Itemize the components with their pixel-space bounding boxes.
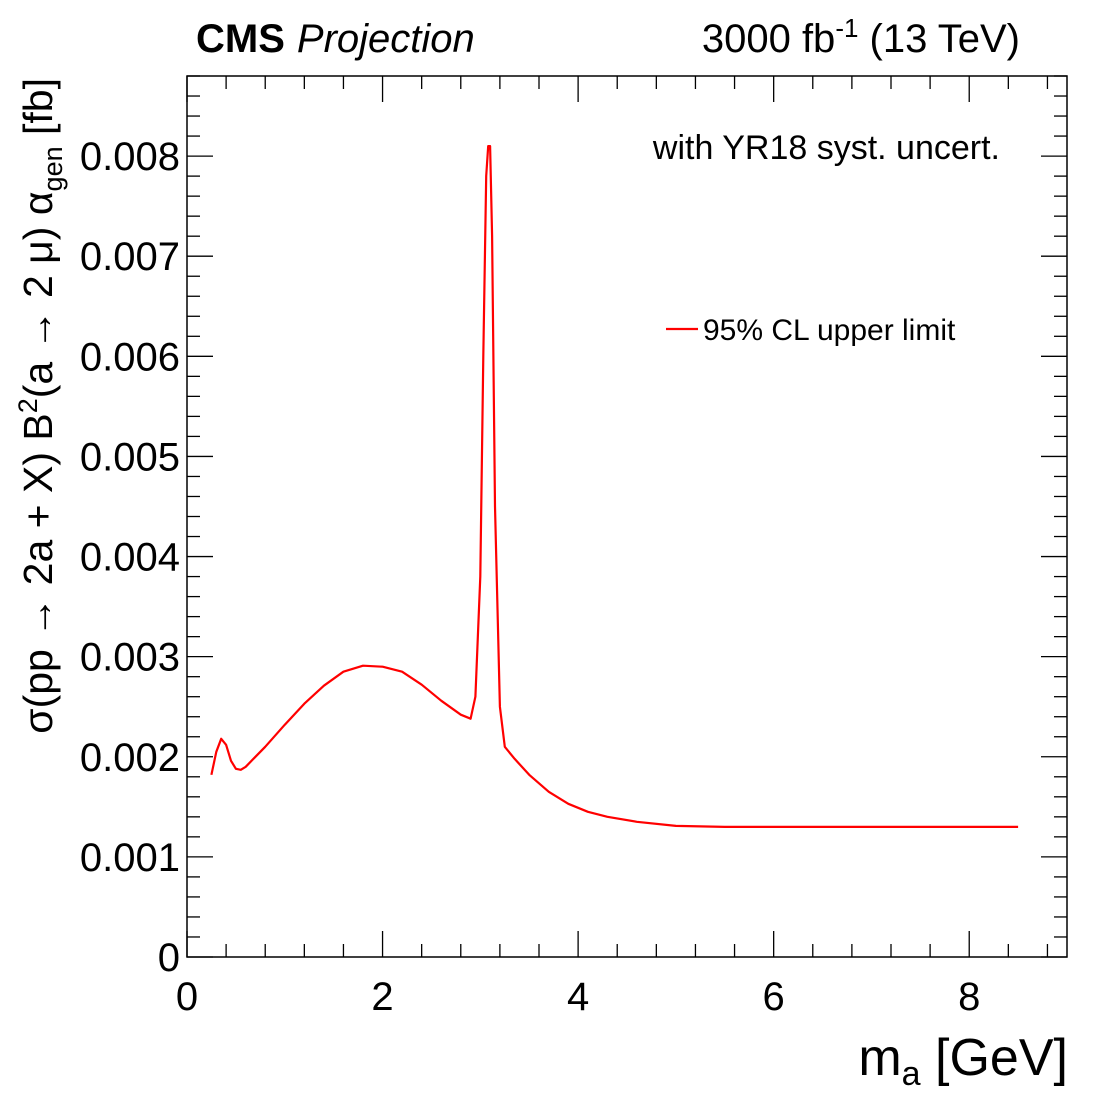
- y-tick-label: 0.003: [80, 636, 180, 680]
- y-axis-title-part2: (a → 2 μ) α: [15, 191, 61, 398]
- status-label: Projection: [297, 17, 475, 61]
- x-tick-label: 2: [371, 975, 393, 1019]
- experiment-label: CMS: [196, 17, 285, 61]
- y-axis-title: σ(pp → 2a + X) B2(a → 2 μ) αgen [fb]: [13, 78, 68, 734]
- x-axis-ticks: [186, 76, 1049, 957]
- y-axis-tick-labels: 0 0.001 0.002 0.003 0.004 0.005 0.006 0.007 0.00…: [80, 135, 180, 980]
- y-tick-label: 0.001: [80, 836, 180, 880]
- y-tick-label: 0.002: [80, 736, 180, 780]
- y-axis-ticks: [187, 75, 1067, 958]
- x-tick-label: 4: [567, 975, 589, 1019]
- x-axis-title: ma [GeV]: [858, 1029, 1068, 1093]
- x-tick-label: 0: [176, 975, 198, 1019]
- y-axis-title-part1: σ(pp → 2a + X) B: [15, 413, 61, 733]
- x-axis-title-sub: a: [902, 1055, 921, 1093]
- header-left: CMS Projection: [196, 17, 475, 61]
- x-tick-label: 8: [958, 975, 980, 1019]
- y-tick-label: 0.006: [80, 335, 180, 379]
- lumi-exponent: -1: [835, 13, 858, 43]
- y-tick-label: 0.007: [80, 235, 180, 279]
- y-axis-title-sub: gen: [38, 146, 68, 191]
- plot-frame: [186, 75, 1068, 958]
- energy-label: (13 TeV): [858, 17, 1020, 61]
- x-axis-tick-labels: 0 2 4 6 8: [176, 975, 980, 1019]
- y-tick-label: 0.008: [80, 135, 180, 179]
- lumi-value: 3000 fb: [702, 17, 835, 61]
- syst-annotation: with YR18 syst. uncert.: [652, 129, 1000, 167]
- y-tick-label: 0: [158, 936, 180, 980]
- y-tick-label: 0.005: [80, 435, 180, 479]
- y-axis-title-sup: 2: [13, 398, 43, 413]
- x-tick-label: 6: [763, 975, 785, 1019]
- x-axis-title-main: m: [858, 1029, 901, 1087]
- x-axis-title-unit: [GeV]: [921, 1029, 1068, 1087]
- legend-label: 95% CL upper limit: [703, 314, 956, 347]
- series-line-95cl: [210, 145, 1019, 829]
- header-right: 3000 fb-1 (13 TeV): [702, 13, 1020, 61]
- y-tick-label: 0.004: [80, 536, 180, 580]
- y-axis-title-unit: [fb]: [15, 78, 61, 146]
